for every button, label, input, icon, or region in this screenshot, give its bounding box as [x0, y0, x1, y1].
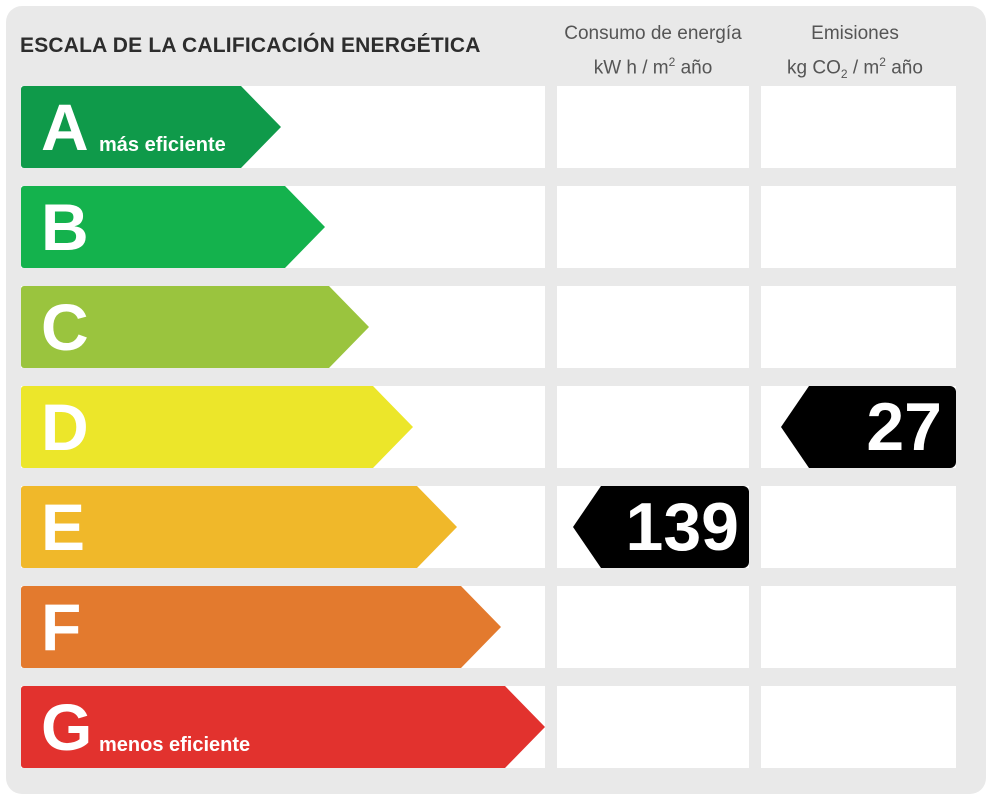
emissions-unit-mid: / m: [847, 57, 880, 79]
energy-value-text: 139: [625, 489, 739, 565]
rating-arrow-b: B: [21, 186, 325, 268]
rating-row-f: F: [0, 586, 1000, 668]
rating-row-d: D 27: [0, 386, 1000, 468]
energy-value-cell: [557, 586, 749, 668]
rating-label-cell: E: [21, 486, 545, 568]
energy-consumption-header: Consumo de energía kW h / m2 año: [550, 20, 756, 82]
emissions-value-text: 27: [866, 389, 942, 465]
energy-header-unit: kW h / m2 año: [550, 48, 756, 82]
rating-caption: más eficiente: [99, 134, 226, 156]
rating-arrow-d: D: [21, 386, 413, 468]
rating-letter: B: [41, 190, 89, 264]
energy-value-cell: [557, 686, 749, 768]
emission-value-cell: [761, 286, 956, 368]
rating-caption: menos eficiente: [99, 734, 251, 756]
emission-value-cell: [761, 86, 956, 168]
energy-value-cell: [557, 186, 749, 268]
energy-unit-sup: 2: [668, 55, 676, 69]
energy-unit-suffix: año: [675, 57, 713, 79]
energy-value-cell: [557, 86, 749, 168]
rating-letter: C: [41, 290, 89, 364]
rating-letter: F: [41, 590, 82, 664]
rating-letter: G: [41, 690, 93, 764]
rating-letter: E: [41, 490, 86, 564]
emissions-header: Emisiones kg CO2 / m2 año: [752, 20, 958, 88]
rating-row-e: E 139: [0, 486, 1000, 568]
emissions-unit-suffix: año: [885, 57, 923, 79]
rating-row-b: B: [0, 186, 1000, 268]
emissions-header-unit: kg CO2 / m2 año: [752, 48, 958, 88]
rating-letter: A: [41, 90, 89, 164]
rating-label-cell: C: [21, 286, 545, 368]
emissions-header-line1: Emisiones: [811, 23, 899, 44]
rating-row-c: C: [0, 286, 1000, 368]
emission-value-cell: [761, 186, 956, 268]
energy-value-cell: [557, 286, 749, 368]
emission-value-cell: [761, 486, 956, 568]
emission-value-cell: [761, 686, 956, 768]
energy-header-line1: Consumo de energía: [564, 23, 742, 44]
emissions-unit-sup: 2: [879, 55, 886, 69]
rating-letter: D: [41, 390, 89, 464]
emissions-unit-sub: 2: [840, 67, 848, 82]
emissions-value-badge: 27: [781, 386, 956, 468]
emissions-unit-text: kg CO: [787, 57, 841, 79]
rating-arrow-f: F: [21, 586, 501, 668]
rating-label-cell: F: [21, 586, 545, 668]
energy-value-cell: [557, 386, 749, 468]
emission-value-cell: 27: [761, 386, 956, 468]
emission-value-cell: [761, 586, 956, 668]
rating-arrow-c: C: [21, 286, 369, 368]
scale-title: ESCALA DE LA CALIFICACIÓN ENERGÉTICA: [20, 34, 481, 57]
rating-label-cell: D: [21, 386, 545, 468]
energy-value-cell: 139: [557, 486, 749, 568]
rating-label-cell: B: [21, 186, 545, 268]
energy-value-badge: 139: [573, 486, 749, 568]
rating-arrow-e: E: [21, 486, 457, 568]
energy-unit-text: kW h / m: [593, 57, 669, 79]
